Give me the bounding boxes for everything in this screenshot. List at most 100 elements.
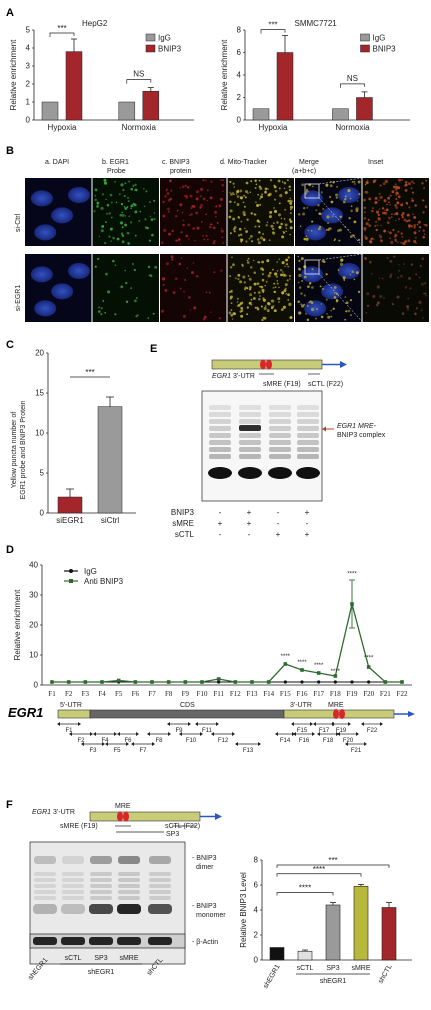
- signal-dot: [278, 187, 281, 190]
- signal-dot: [407, 182, 412, 186]
- panel-a-letter: A: [6, 7, 14, 19]
- a1-ytick: 1: [26, 98, 31, 107]
- signal-dot: [124, 206, 128, 210]
- signal-dot: [386, 203, 388, 206]
- signal-dot: [213, 239, 216, 243]
- signal-dot: [384, 179, 388, 184]
- signal-dot: [179, 203, 183, 207]
- signal-dot: [258, 231, 261, 234]
- signal-dot: [164, 289, 168, 292]
- signal-dot: [191, 271, 194, 275]
- d-region-label: 5'-UTR: [60, 702, 82, 709]
- signal-dot: [114, 264, 117, 267]
- d-xtick: F16: [297, 690, 308, 698]
- signal-dot: [289, 202, 293, 205]
- signal-dot: [236, 297, 239, 300]
- signal-dot: [119, 213, 123, 217]
- signal-dot: [269, 179, 273, 182]
- signal-dot: [206, 199, 209, 202]
- signal-dot: [377, 217, 380, 219]
- signal-dot: [391, 213, 393, 215]
- c-xtick: siCtrl: [101, 516, 119, 525]
- e-gel-smear: [297, 419, 319, 424]
- signal-dot: [272, 268, 274, 271]
- signal-dot: [423, 187, 425, 189]
- signal-dot: [368, 260, 372, 264]
- signal-dot: [364, 256, 367, 260]
- signal-dot: [180, 231, 183, 234]
- signal-dot: [229, 266, 233, 269]
- signal-dot: [305, 237, 309, 241]
- signal-dot: [202, 235, 204, 237]
- signal-dot: [280, 222, 283, 226]
- signal-dot: [132, 185, 135, 188]
- signal-dot: [260, 267, 264, 271]
- signal-dot: [407, 239, 411, 243]
- signal-dot: [411, 197, 413, 200]
- signal-dot: [425, 294, 427, 297]
- signal-dot: [283, 187, 286, 190]
- signal-dot: [404, 188, 408, 192]
- signal-dot: [413, 231, 417, 235]
- signal-dot: [149, 215, 152, 218]
- signal-dot: [318, 212, 322, 216]
- signal-dot: [270, 224, 274, 228]
- f-bar-smre: [353, 885, 369, 961]
- f-smear: [62, 878, 84, 882]
- signal-dot: [395, 191, 399, 195]
- signal-dot: [381, 277, 384, 280]
- signal-dot: [279, 268, 283, 272]
- nucleus: [34, 300, 57, 317]
- signal-dot: [364, 183, 367, 186]
- signal-dot: [170, 255, 174, 259]
- e-gel-smear: [297, 447, 319, 452]
- signal-dot: [207, 238, 209, 241]
- signal-dot: [289, 199, 293, 203]
- f-smear: [34, 890, 56, 894]
- d-xtick: F5: [115, 690, 123, 698]
- signal-dot: [336, 186, 338, 188]
- d-ytick: 20: [29, 621, 38, 630]
- a1-legend-swatch: [145, 33, 156, 42]
- d-ytick: 30: [29, 591, 38, 600]
- signal-dot: [261, 288, 265, 292]
- d-point-igg: [333, 680, 337, 684]
- signal-dot: [250, 234, 253, 238]
- micrograph-tile: [92, 178, 159, 246]
- a1-ylabel: Relative enrichment: [9, 39, 18, 110]
- signal-dot: [179, 187, 182, 189]
- d-region-label: CDS: [180, 702, 195, 709]
- d-xtick: F3: [82, 690, 90, 698]
- signal-dot: [239, 238, 243, 242]
- f-ytick: 8: [254, 856, 259, 865]
- signal-dot: [190, 207, 193, 210]
- signal-dot: [195, 211, 199, 215]
- signal-dot: [411, 199, 414, 202]
- signal-dot: [100, 206, 104, 210]
- d-point-anti-bnip3: [300, 668, 304, 672]
- chart-yellow-puncta: 0 5 10 15 20 siEGR1 siCtrl ***: [35, 349, 136, 525]
- signal-dot: [233, 230, 236, 233]
- f-smear: [90, 878, 112, 882]
- d-xtick: F17: [313, 690, 324, 698]
- e-gel-smear: [239, 405, 261, 410]
- a2-legend-label: BNIP3: [373, 45, 397, 54]
- signal-dot: [386, 256, 389, 259]
- signal-dot: [412, 182, 415, 185]
- signal-dot: [330, 309, 332, 312]
- signal-dot: [392, 228, 395, 232]
- d-fragment-label: F19: [336, 728, 347, 734]
- signal-dot: [121, 213, 125, 217]
- signal-dot: [134, 183, 137, 187]
- signal-dot: [280, 217, 283, 220]
- signal-dot: [277, 297, 281, 301]
- signal-dot: [333, 292, 336, 295]
- signal-dot: [357, 238, 361, 242]
- signal-dot: [237, 189, 240, 192]
- a2-bar-bnip3: [356, 97, 373, 121]
- signal-dot: [327, 227, 330, 230]
- d-point-anti-bnip3: [216, 677, 221, 681]
- a2-ytick: 0: [237, 116, 242, 125]
- d-ytick: 40: [29, 561, 38, 570]
- d-point-anti-bnip3: [266, 680, 271, 684]
